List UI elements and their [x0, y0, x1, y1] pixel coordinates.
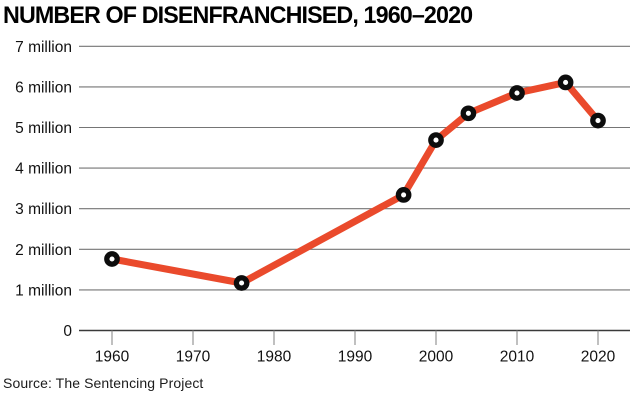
source-note: Source: The Sentencing Project [3, 375, 204, 391]
data-point-marker [590, 112, 606, 129]
x-tick-label: 1990 [338, 349, 373, 366]
y-tick-label: 5 million [15, 120, 72, 137]
y-tick-label: 4 million [15, 161, 72, 178]
y-tick-label: 7 million [15, 39, 72, 56]
x-tick-label: 1960 [95, 349, 130, 366]
x-tick-label: 2000 [419, 349, 454, 366]
y-tick-label: 3 million [15, 201, 72, 218]
x-tick-label: 2010 [500, 349, 535, 366]
data-point-marker [509, 85, 525, 101]
data-line-series [108, 78, 602, 287]
x-tick-label: 1980 [257, 349, 292, 366]
data-point-marker [104, 251, 120, 267]
y-tick-label: 0 [63, 323, 72, 340]
data-point-marker [557, 74, 574, 91]
x-tick-label: 2020 [581, 349, 616, 366]
data-point-marker [460, 105, 477, 122]
x-tick-label: 1970 [176, 349, 211, 366]
chart-title: NUMBER OF DISENFRANCHISED, 1960–2020 [3, 2, 473, 29]
data-point-marker [428, 132, 444, 148]
y-tick-label: 6 million [15, 79, 72, 96]
y-tick-label: 1 million [15, 282, 72, 299]
y-tick-label: 2 million [15, 242, 72, 259]
data-point-marker [233, 275, 250, 291]
data-point-marker [395, 187, 412, 203]
